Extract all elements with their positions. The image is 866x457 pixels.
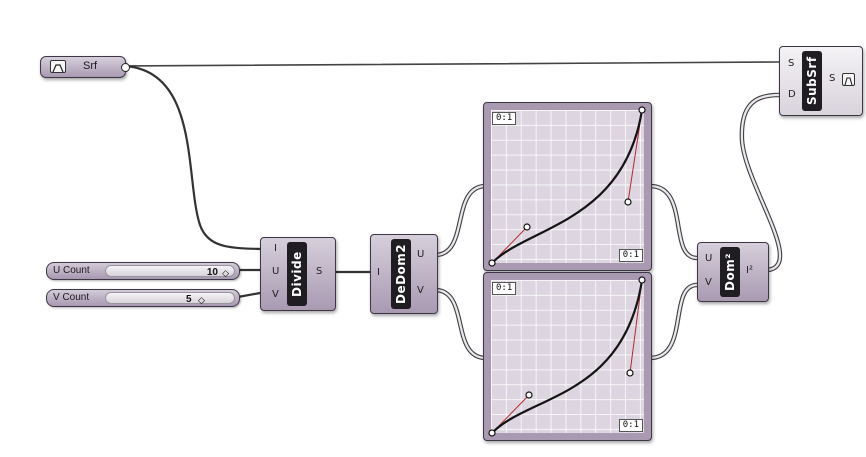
wire-srf-to-subsrf — [123, 61, 780, 67]
v-count-slider[interactable]: V Count 5 ◇ — [46, 289, 240, 307]
surface-output-icon — [842, 73, 855, 86]
srf-param-label: Srf — [83, 60, 98, 72]
graph-mapper-bottom-domain-y: 0:1 — [492, 282, 517, 295]
srf-param[interactable]: Srf — [40, 56, 130, 78]
u-count-label: U Count — [53, 265, 90, 276]
dedom2-component[interactable]: I DeDom2 U V — [370, 234, 438, 314]
u-count-handle-icon[interactable]: ◇ — [222, 268, 229, 278]
surface-param-icon — [50, 60, 66, 73]
dom2-output[interactable]: I² — [746, 265, 753, 276]
dedom2-input-i[interactable]: I — [377, 267, 380, 278]
graph-bottom-handle-a — [525, 391, 533, 399]
subsrf-title: SubSrf — [802, 51, 822, 111]
dedom2-output-u[interactable]: U — [417, 249, 425, 260]
graph-mapper-top-curve[interactable] — [484, 103, 651, 270]
u-count-track[interactable]: 10 ◇ — [105, 265, 235, 278]
dom2-input-u[interactable]: U — [705, 253, 713, 264]
dom2-title: Dom² — [720, 247, 740, 297]
divide-title: Divide — [287, 242, 307, 306]
divide-component[interactable]: I U V Divide S — [260, 237, 336, 311]
graph-top-handle-a — [523, 223, 531, 231]
dedom2-title: DeDom2 — [391, 239, 411, 309]
subsrf-input-s[interactable]: S — [788, 58, 795, 69]
divide-input-i[interactable]: I — [274, 243, 277, 254]
v-count-track[interactable]: 5 ◇ — [105, 292, 235, 305]
dom2-input-v[interactable]: V — [705, 277, 712, 288]
wire-graph-to-dom-v — [647, 282, 700, 361]
srf-param-output-grip[interactable] — [121, 63, 130, 72]
subsrf-component[interactable]: S D SubSrf S — [779, 46, 863, 116]
v-count-value: 5 — [186, 294, 192, 305]
v-count-handle-icon[interactable]: ◇ — [198, 295, 205, 305]
v-count-label: V Count — [53, 292, 90, 303]
graph-top-handle-b — [624, 198, 632, 206]
dom2-component[interactable]: U V Dom² I² — [697, 242, 769, 302]
wire-graph-to-dom-u — [647, 183, 700, 261]
graph-mapper-bottom[interactable]: 0:1 0:1 — [483, 272, 652, 441]
graph-mapper-top-domain-y: 0:1 — [492, 112, 517, 125]
subsrf-output-s[interactable]: S — [829, 73, 836, 84]
graph-mapper-top[interactable]: 0:1 0:1 — [483, 102, 652, 271]
divide-output-s[interactable]: S — [316, 266, 323, 277]
divide-input-u[interactable]: U — [272, 266, 280, 277]
graph-mapper-bottom-curve[interactable] — [484, 273, 651, 440]
graph-mapper-top-domain-x: 0:1 — [618, 249, 643, 262]
u-count-value: 10 — [206, 267, 218, 278]
wire-srf-to-divide — [122, 64, 262, 251]
wire-vcount-to-divide — [236, 291, 262, 299]
subsrf-input-d[interactable]: D — [788, 89, 796, 100]
divide-input-v[interactable]: V — [272, 289, 279, 300]
u-count-slider[interactable]: U Count 10 ◇ — [46, 262, 240, 280]
graph-bottom-handle-b — [626, 369, 634, 377]
graph-mapper-bottom-domain-x: 0:1 — [618, 419, 643, 432]
dedom2-output-v[interactable]: V — [417, 285, 424, 296]
